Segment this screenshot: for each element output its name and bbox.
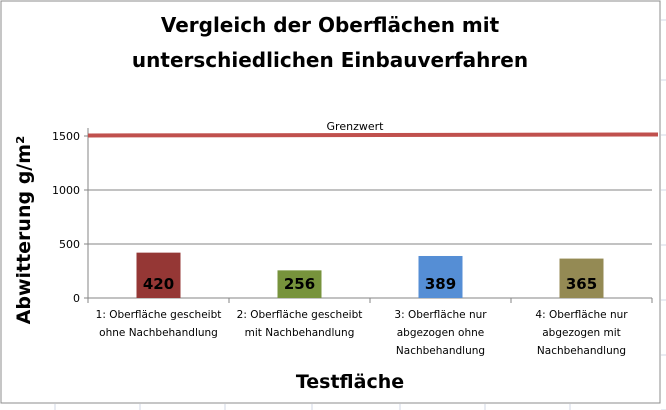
- data-label: 420: [143, 275, 174, 293]
- chart-frame: [0, 0, 661, 404]
- reference-line: [87, 132, 659, 138]
- category-label: abgezogen ohne: [397, 327, 484, 339]
- bars: 420 256 389 365: [136, 252, 604, 298]
- category-label: 2: Oberfläche gescheibt: [237, 309, 363, 321]
- spreadsheet-background-grid: [54, 19, 666, 410]
- category-label: 1: Oberfläche gescheibt: [96, 309, 222, 321]
- reference-line-label: Grenzwert: [327, 120, 385, 133]
- y-tick-label: 500: [59, 238, 80, 251]
- x-axis-label: Testfläche: [296, 371, 404, 393]
- category-label: 4: Oberfläche nur: [535, 309, 628, 321]
- bar: [418, 255, 463, 298]
- y-tick-label: 0: [73, 292, 80, 305]
- data-label: 365: [566, 275, 597, 293]
- category-label: ohne Nachbehandlung: [99, 327, 218, 339]
- category-label: Nachbehandlung: [396, 345, 485, 357]
- y-tick-labels: 0 500 1000 1500: [52, 130, 80, 305]
- y-axis-label: Abwitterung g/m²: [13, 136, 35, 325]
- chart-title-line-2: unterschiedlichen Einbauverfahren: [132, 48, 528, 72]
- category-label: 3: Oberfläche nur: [394, 309, 487, 321]
- category-label: Nachbehandlung: [537, 345, 626, 357]
- reference-line-group: Grenzwert: [327, 120, 385, 133]
- chart-title-line-1: Vergleich der Oberflächen mit: [161, 13, 500, 37]
- bar: [277, 270, 322, 298]
- data-label: 256: [284, 275, 315, 293]
- y-tick-label: 1000: [52, 184, 80, 197]
- bar: [136, 252, 181, 298]
- category-label: mit Nachbehandlung: [245, 327, 355, 339]
- bar: [559, 258, 604, 298]
- gridlines: [84, 128, 659, 303]
- y-tick-label: 1500: [52, 130, 80, 143]
- data-label: 389: [425, 275, 456, 293]
- category-label: abgezogen mit: [542, 327, 621, 339]
- category-labels: 1: Oberfläche gescheibt ohne Nachbehandlu…: [96, 309, 629, 357]
